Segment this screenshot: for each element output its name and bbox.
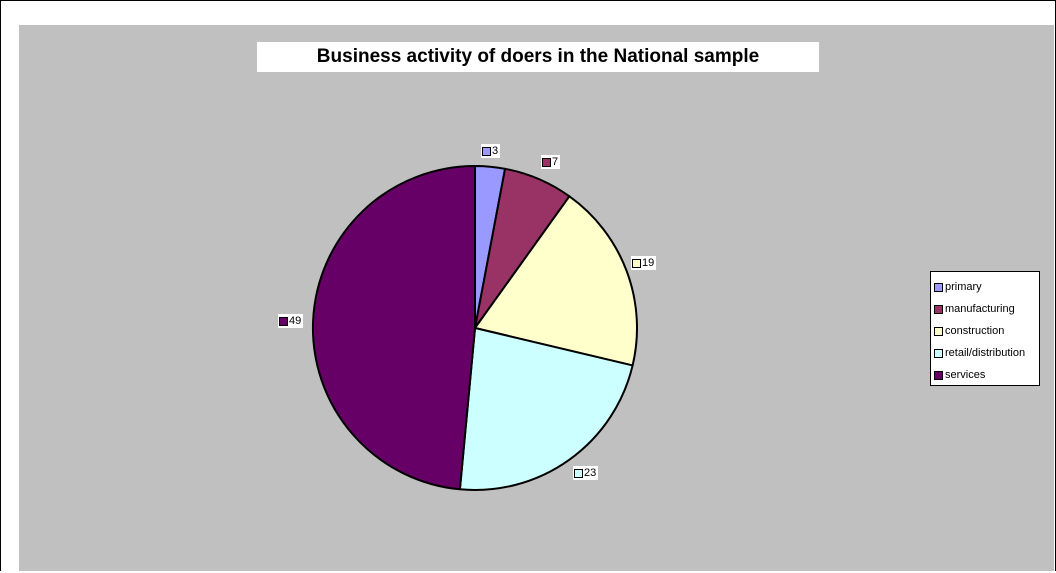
pie-slice-construction bbox=[474, 195, 638, 367]
legend-item-construction: construction bbox=[934, 320, 1039, 342]
legend-item-retail-distribution: retail/distribution bbox=[934, 342, 1039, 364]
legend-item-manufacturing: manufacturing bbox=[934, 298, 1039, 320]
data-label-primary: 3 bbox=[481, 144, 501, 158]
legend-item-primary: primary bbox=[934, 276, 1039, 298]
legend-label: primary bbox=[945, 281, 982, 293]
data-label-text: 7 bbox=[552, 156, 559, 168]
legend-item-services: services bbox=[934, 364, 1039, 386]
legend-label: retail/distribution bbox=[945, 347, 1026, 359]
pie-slice-services bbox=[311, 165, 476, 491]
data-label-services: 49 bbox=[278, 314, 304, 328]
legend-label: services bbox=[945, 369, 986, 381]
pie-slice-retail-distribution bbox=[458, 327, 634, 491]
data-label-text: 23 bbox=[584, 467, 597, 479]
legend-label: construction bbox=[945, 325, 1005, 337]
chart-title: Business activity of doers in the Nation… bbox=[257, 42, 819, 72]
legend-swatch bbox=[934, 282, 943, 292]
data-label-swatch bbox=[542, 157, 551, 167]
data-label-swatch bbox=[574, 468, 583, 478]
legend-swatch bbox=[934, 326, 943, 336]
data-label-text: 19 bbox=[642, 257, 655, 269]
data-label-construction: 19 bbox=[631, 256, 657, 270]
data-label-swatch bbox=[632, 258, 641, 268]
data-label-manufacturing: 7 bbox=[541, 155, 561, 169]
data-label-swatch bbox=[482, 146, 491, 156]
data-label-text: 49 bbox=[289, 315, 302, 327]
legend-swatch bbox=[934, 304, 943, 314]
legend-label: manufacturing bbox=[945, 303, 1015, 315]
data-label-retail-distribution: 23 bbox=[573, 466, 599, 480]
data-label-text: 3 bbox=[492, 145, 499, 157]
legend-swatch bbox=[934, 370, 943, 380]
legend: primary manufacturing construction retail/d… bbox=[930, 271, 1040, 386]
legend-swatch bbox=[934, 348, 943, 358]
data-label-swatch bbox=[279, 316, 288, 326]
